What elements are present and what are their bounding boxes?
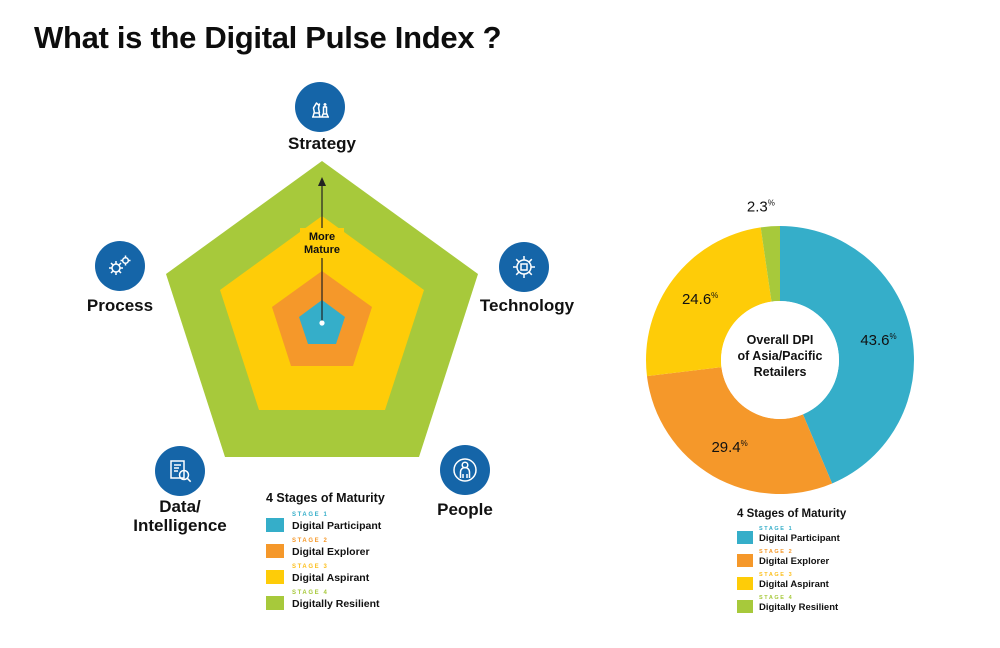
- data-icon-badge: [155, 446, 205, 496]
- stage-name: Digitally Resilient: [759, 601, 839, 613]
- stage-number: STAGE 4: [292, 590, 329, 596]
- legend-item: STAGE 2 Digital Explorer: [737, 546, 846, 569]
- stage-name: Digital Participant: [292, 520, 382, 532]
- dimension-label-data-intelligence: Data/ Intelligence: [133, 497, 227, 535]
- donut-slice-4: [760, 226, 780, 302]
- stage-name: Digital Aspirant: [759, 578, 829, 590]
- dimension-label-people: People: [437, 500, 493, 519]
- process-icon-badge: [95, 241, 145, 291]
- legend-left: 4 Stages of Maturity STAGE 1 Digital Par…: [266, 491, 385, 613]
- donut-slice-1: [780, 226, 914, 484]
- data-search-icon: [170, 460, 192, 483]
- legend-item: STAGE 2 Digital Explorer: [266, 535, 385, 561]
- legend-right: 4 Stages of Maturity STAGE 1 Digital Par…: [737, 508, 846, 615]
- legend-item: STAGE 3 Digital Aspirant: [266, 561, 385, 587]
- axis-label-more-mature: More Mature: [304, 231, 340, 256]
- stage-name: Digitally Resilient: [292, 598, 380, 610]
- donut-value-label: 43.6%: [860, 332, 896, 349]
- stage-number: STAGE 3: [759, 571, 794, 578]
- legend-swatch-stage3: [737, 576, 753, 590]
- donut-hole: [721, 301, 839, 419]
- stage-number: STAGE 1: [292, 512, 329, 518]
- donut-value-label: 24.6%: [682, 291, 718, 308]
- axis-label-bg: [300, 228, 344, 258]
- legend-item: STAGE 3 Digital Aspirant: [737, 569, 846, 592]
- legend-item: STAGE 4 Digitally Resilient: [266, 587, 385, 613]
- legend-title: 4 Stages of Maturity: [737, 508, 847, 520]
- stage-name: Digital Explorer: [292, 546, 370, 558]
- donut-slice-2: [646, 367, 833, 494]
- dimension-label-technology: Technology: [479, 296, 575, 315]
- technology-icon-badge: [499, 242, 549, 292]
- dimension-label-strategy: Strategy: [287, 134, 357, 153]
- page-title: What is the Digital Pulse Index ?: [34, 20, 502, 55]
- person-icon: [453, 458, 477, 482]
- stage-name: Digital Explorer: [759, 555, 830, 567]
- legend-swatch-stage4: [737, 599, 753, 613]
- legend-swatch-stage2: [266, 544, 284, 558]
- stage-name: Digital Participant: [759, 532, 840, 544]
- stage-number: STAGE 1: [759, 525, 794, 532]
- legend-swatch-stage1: [737, 530, 753, 544]
- legend-item: STAGE 1 Digital Participant: [737, 523, 846, 546]
- legend-swatch-stage3: [266, 570, 284, 584]
- stage-number: STAGE 2: [292, 538, 329, 544]
- chess-pieces-icon: [312, 102, 329, 118]
- people-icon-badge: [440, 445, 490, 495]
- legend-title: 4 Stages of Maturity: [266, 491, 385, 505]
- circuit-gear-icon: [513, 256, 535, 278]
- legend-swatch-stage1: [266, 518, 284, 532]
- donut-value-label: 29.4%: [711, 439, 747, 456]
- donut-value-label: 2.3%: [747, 198, 775, 215]
- dimension-label-process: Process: [86, 296, 154, 315]
- donut-slice-3: [645, 227, 772, 377]
- legend-swatch-stage4: [266, 596, 284, 610]
- donut-center-label: Overall DPI of Asia/Pacific Retailers: [738, 333, 823, 379]
- stage-number: STAGE 2: [759, 548, 794, 555]
- pentagon-center-dot: [319, 320, 325, 326]
- legend-swatch-stage2: [737, 553, 753, 567]
- stage-number: STAGE 3: [292, 564, 329, 570]
- strategy-icon-badge: [295, 82, 345, 132]
- legend-item: STAGE 1 Digital Participant: [266, 509, 385, 535]
- maturity-arrow-head: [318, 177, 326, 186]
- stage-number: STAGE 4: [759, 594, 794, 601]
- legend-item: STAGE 4 Digitally Resilient: [737, 592, 846, 615]
- stage-name: Digital Aspirant: [292, 572, 370, 584]
- gears-icon: [109, 255, 131, 275]
